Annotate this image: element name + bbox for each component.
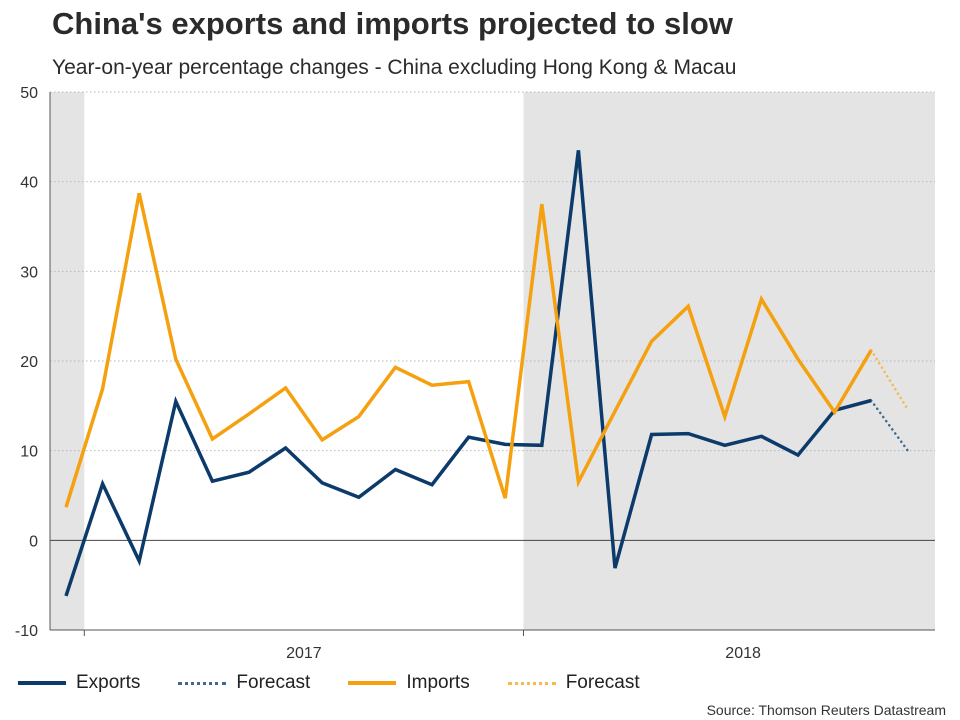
series-forecast-exports-line — [869, 399, 910, 452]
legend-swatch-exports-forecast — [178, 681, 227, 685]
series-exports-line — [64, 150, 872, 597]
legend: Exports Forecast Imports Forecast — [18, 670, 678, 696]
legend-swatch-imports — [348, 681, 397, 685]
y-tick-label: 40 — [20, 175, 38, 192]
series-forecast-imports-line — [869, 348, 910, 411]
legend-item-imports: Imports — [348, 672, 470, 694]
legend-swatch-imports-forecast — [507, 681, 556, 685]
legend-item-imports-forecast: Forecast — [507, 672, 640, 694]
y-tick-label: 30 — [20, 264, 38, 281]
x-tick-label-2017: 2017 — [286, 645, 322, 662]
legend-item-exports-forecast: Forecast — [178, 672, 310, 694]
source-note: Source: Thomson Reuters Datastream — [706, 702, 946, 718]
series-imports-line — [64, 192, 873, 508]
chart-subtitle: Year-on-year percentage changes - China … — [52, 56, 737, 79]
y-tick-label: 0 — [29, 533, 38, 550]
y-tick-label: -10 — [15, 623, 38, 640]
y-tick-label: 50 — [20, 85, 38, 102]
x-tick-label-2018: 2018 — [725, 645, 761, 662]
legend-item-exports: Exports — [18, 672, 140, 694]
y-tick-label: 10 — [20, 444, 38, 461]
legend-label-imports-forecast: Forecast — [565, 672, 640, 693]
legend-label-imports: Imports — [406, 672, 470, 693]
legend-swatch-exports — [18, 681, 66, 685]
shaded-band-1 — [523, 92, 935, 630]
legend-label-exports: Exports — [76, 672, 141, 693]
y-tick-label: 20 — [20, 354, 38, 371]
legend-label-exports-forecast: Forecast — [236, 672, 311, 693]
chart-title: China's exports and imports projected to… — [52, 6, 733, 41]
